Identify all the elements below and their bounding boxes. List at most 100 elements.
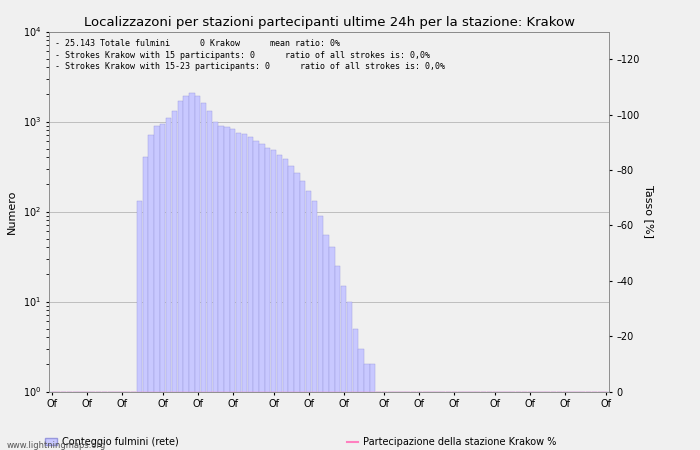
Bar — [353, 328, 358, 450]
Bar — [458, 392, 463, 450]
Y-axis label: Tasso [%]: Tasso [%] — [644, 185, 654, 238]
Bar — [463, 392, 469, 450]
Bar — [178, 101, 183, 450]
Bar — [603, 392, 609, 450]
Bar — [358, 349, 364, 450]
Bar — [510, 392, 515, 450]
Bar — [294, 173, 300, 450]
Bar — [428, 392, 434, 450]
Bar — [283, 159, 288, 450]
Title: Localizzazoni per stazioni partecipanti ultime 24h per la stazione: Krakow: Localizzazoni per stazioni partecipanti … — [83, 16, 575, 29]
Bar — [586, 392, 592, 450]
Bar — [481, 392, 486, 450]
Bar — [206, 111, 212, 450]
Bar — [423, 392, 428, 450]
Bar — [370, 364, 375, 450]
Bar — [248, 136, 253, 450]
Bar — [253, 141, 259, 450]
Bar — [434, 392, 440, 450]
Bar — [213, 122, 218, 450]
Bar — [452, 392, 457, 450]
Bar — [388, 392, 393, 450]
Bar — [475, 392, 480, 450]
Y-axis label: Numero: Numero — [7, 189, 18, 234]
Bar — [66, 392, 72, 450]
Bar — [568, 392, 574, 450]
Bar — [522, 392, 527, 450]
Bar — [516, 392, 522, 450]
Bar — [323, 235, 329, 450]
Bar — [136, 201, 142, 450]
Bar — [533, 392, 539, 450]
Bar — [271, 150, 277, 450]
Bar — [73, 392, 78, 450]
Bar — [195, 96, 200, 450]
Bar — [318, 216, 323, 450]
Bar — [218, 126, 224, 450]
Bar — [241, 135, 247, 450]
Bar — [486, 392, 492, 450]
Bar — [154, 126, 160, 450]
Bar — [160, 123, 165, 450]
Bar — [49, 392, 55, 450]
Bar — [346, 302, 352, 450]
Bar — [528, 392, 533, 450]
Bar — [143, 158, 148, 450]
Bar — [265, 148, 270, 450]
Bar — [411, 392, 416, 450]
Bar — [90, 392, 95, 450]
Bar — [300, 181, 305, 450]
Bar — [539, 392, 545, 450]
Bar — [183, 96, 189, 450]
Bar — [580, 392, 585, 450]
Bar — [493, 392, 498, 450]
Bar — [399, 392, 405, 450]
Bar — [148, 135, 154, 450]
Bar — [563, 392, 568, 450]
Bar — [172, 111, 177, 450]
Bar — [598, 392, 603, 450]
Bar — [189, 93, 195, 450]
Bar — [288, 166, 294, 450]
Bar — [329, 248, 335, 450]
Bar — [61, 392, 66, 450]
Bar — [504, 392, 510, 450]
Bar — [259, 144, 265, 450]
Legend: Conteggio fulmini (rete), Conteggio fulmini stazione Krakow   Num Staz utilizzat: Conteggio fulmini (rete), Conteggio fulm… — [41, 433, 561, 450]
Bar — [551, 392, 556, 450]
Text: www.lightningmaps.org: www.lightningmaps.org — [7, 441, 106, 450]
Bar — [469, 392, 475, 450]
Bar — [201, 103, 206, 450]
Bar — [364, 364, 370, 450]
Bar — [236, 133, 241, 450]
Bar — [119, 392, 125, 450]
Bar — [574, 392, 580, 450]
Bar — [125, 392, 130, 450]
Bar — [306, 191, 312, 450]
Bar — [382, 392, 387, 450]
Bar — [96, 392, 101, 450]
Bar — [113, 392, 119, 450]
Bar — [440, 392, 445, 450]
Bar — [166, 118, 172, 450]
Bar — [556, 392, 562, 450]
Bar — [498, 392, 504, 450]
Bar — [78, 392, 84, 450]
Bar — [545, 392, 550, 450]
Bar — [592, 392, 597, 450]
Bar — [376, 392, 382, 450]
Bar — [55, 392, 60, 450]
Bar — [446, 392, 452, 450]
Bar — [312, 201, 317, 450]
Bar — [341, 286, 346, 450]
Bar — [102, 392, 107, 450]
Bar — [405, 392, 410, 450]
Bar — [108, 392, 113, 450]
Bar — [131, 392, 136, 450]
Bar — [224, 127, 230, 450]
Bar — [416, 392, 422, 450]
Text: - 25.143 Totale fulmini      0 Krakow      mean ratio: 0%
- Strokes Krakow with : - 25.143 Totale fulmini 0 Krakow mean ra… — [55, 39, 445, 71]
Bar — [393, 392, 399, 450]
Bar — [335, 266, 340, 450]
Bar — [276, 155, 282, 450]
